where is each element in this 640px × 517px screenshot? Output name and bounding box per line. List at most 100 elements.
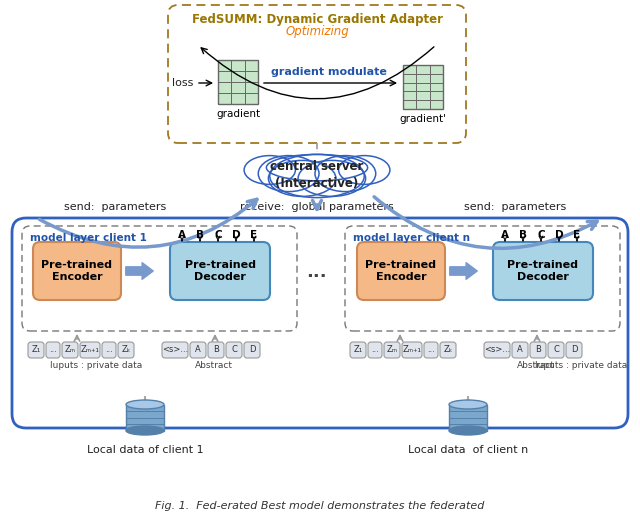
- Text: Pre-trained
Decoder: Pre-trained Decoder: [184, 260, 255, 282]
- Ellipse shape: [449, 426, 487, 435]
- FancyBboxPatch shape: [548, 342, 564, 358]
- Text: model layer client n: model layer client n: [353, 233, 470, 243]
- Text: send:  parameters: send: parameters: [64, 202, 166, 212]
- Text: Local data of client 1: Local data of client 1: [86, 445, 204, 455]
- FancyArrowPatch shape: [374, 197, 597, 248]
- Text: send:  parameters: send: parameters: [464, 202, 566, 212]
- FancyBboxPatch shape: [102, 342, 116, 358]
- Text: E: E: [573, 230, 580, 240]
- FancyBboxPatch shape: [168, 5, 466, 143]
- Text: Pre-trained
Encoder: Pre-trained Encoder: [42, 260, 113, 282]
- FancyBboxPatch shape: [484, 342, 510, 358]
- Text: ...: ...: [371, 345, 379, 355]
- Bar: [218, 60, 258, 104]
- FancyBboxPatch shape: [244, 342, 260, 358]
- Text: Pre-trained
Encoder: Pre-trained Encoder: [365, 260, 436, 282]
- FancyBboxPatch shape: [530, 342, 546, 358]
- Ellipse shape: [244, 156, 296, 185]
- Text: Zₘ: Zₘ: [387, 345, 397, 355]
- FancyArrowPatch shape: [312, 201, 321, 209]
- Text: ...: ...: [105, 345, 113, 355]
- Ellipse shape: [269, 155, 364, 197]
- Text: A: A: [517, 345, 523, 355]
- Text: A: A: [501, 230, 509, 240]
- Text: Local data  of client n: Local data of client n: [408, 445, 528, 455]
- FancyBboxPatch shape: [12, 218, 628, 428]
- Text: gradient: gradient: [216, 109, 260, 119]
- Text: receive:  global parameters: receive: global parameters: [240, 202, 394, 212]
- FancyArrowPatch shape: [450, 263, 477, 279]
- Text: B: B: [535, 345, 541, 355]
- Text: C: C: [231, 345, 237, 355]
- Text: model layer client 1: model layer client 1: [30, 233, 147, 243]
- Text: ...: ...: [427, 345, 435, 355]
- FancyBboxPatch shape: [28, 342, 44, 358]
- FancyBboxPatch shape: [162, 342, 188, 358]
- FancyBboxPatch shape: [46, 342, 60, 358]
- Bar: [449, 404, 487, 431]
- FancyBboxPatch shape: [350, 342, 366, 358]
- Text: gradient modulate: gradient modulate: [271, 67, 387, 77]
- Text: central server
(Interactive): central server (Interactive): [270, 160, 364, 190]
- FancyBboxPatch shape: [402, 342, 422, 358]
- Text: Fig. 1.  Fed-erated Best model demonstrates the federated: Fig. 1. Fed-erated Best model demonstrat…: [156, 501, 484, 511]
- Text: D: D: [555, 230, 563, 240]
- FancyArrowPatch shape: [126, 263, 153, 279]
- Ellipse shape: [449, 400, 487, 409]
- FancyBboxPatch shape: [440, 342, 456, 358]
- FancyBboxPatch shape: [566, 342, 582, 358]
- Text: Optimizing: Optimizing: [285, 25, 349, 38]
- Text: Zₘ: Zₘ: [65, 345, 76, 355]
- Bar: [403, 65, 443, 109]
- Text: D: D: [232, 230, 240, 240]
- FancyBboxPatch shape: [368, 342, 382, 358]
- Text: C: C: [553, 345, 559, 355]
- Ellipse shape: [266, 155, 367, 181]
- FancyBboxPatch shape: [208, 342, 224, 358]
- Bar: [126, 404, 164, 431]
- Text: loss: loss: [172, 78, 194, 88]
- Text: Z₁: Z₁: [353, 345, 363, 355]
- Text: ...: ...: [49, 345, 57, 355]
- FancyBboxPatch shape: [357, 242, 445, 300]
- FancyBboxPatch shape: [80, 342, 100, 358]
- FancyBboxPatch shape: [62, 342, 78, 358]
- Text: B: B: [213, 345, 219, 355]
- Text: Pre-trained
Decoder: Pre-trained Decoder: [508, 260, 579, 282]
- FancyBboxPatch shape: [170, 242, 270, 300]
- FancyBboxPatch shape: [190, 342, 206, 358]
- Text: Abstract: Abstract: [517, 360, 555, 370]
- Ellipse shape: [126, 426, 164, 435]
- FancyBboxPatch shape: [384, 342, 400, 358]
- FancyArrowPatch shape: [40, 200, 257, 247]
- Text: B: B: [519, 230, 527, 240]
- FancyBboxPatch shape: [345, 226, 620, 331]
- Ellipse shape: [259, 156, 319, 192]
- FancyBboxPatch shape: [493, 242, 593, 300]
- Ellipse shape: [298, 160, 365, 196]
- Text: D: D: [571, 345, 577, 355]
- Text: Zₖ: Zₖ: [122, 345, 131, 355]
- Text: Zₘ₊₁: Zₘ₊₁: [81, 345, 99, 355]
- Text: A: A: [178, 230, 186, 240]
- Text: D: D: [249, 345, 255, 355]
- Text: FedSUMM: Dynamic Gradient Adapter: FedSUMM: Dynamic Gradient Adapter: [191, 12, 442, 25]
- Text: Iuputs : private data: Iuputs : private data: [535, 360, 627, 370]
- Text: Zₘ₊₁: Zₘ₊₁: [403, 345, 421, 355]
- FancyBboxPatch shape: [22, 226, 297, 331]
- Text: Iuputs : private data: Iuputs : private data: [50, 360, 142, 370]
- Ellipse shape: [315, 156, 376, 192]
- Ellipse shape: [268, 160, 336, 196]
- Text: <s>...: <s>...: [162, 345, 188, 355]
- FancyBboxPatch shape: [226, 342, 242, 358]
- Text: C: C: [537, 230, 545, 240]
- FancyBboxPatch shape: [118, 342, 134, 358]
- Text: Z₁: Z₁: [31, 345, 40, 355]
- FancyArrowPatch shape: [201, 47, 434, 99]
- Ellipse shape: [339, 156, 390, 185]
- Text: Zₖ: Zₖ: [444, 345, 452, 355]
- Text: C: C: [214, 230, 222, 240]
- Text: <s>...: <s>...: [484, 345, 510, 355]
- Text: A: A: [195, 345, 201, 355]
- FancyBboxPatch shape: [424, 342, 438, 358]
